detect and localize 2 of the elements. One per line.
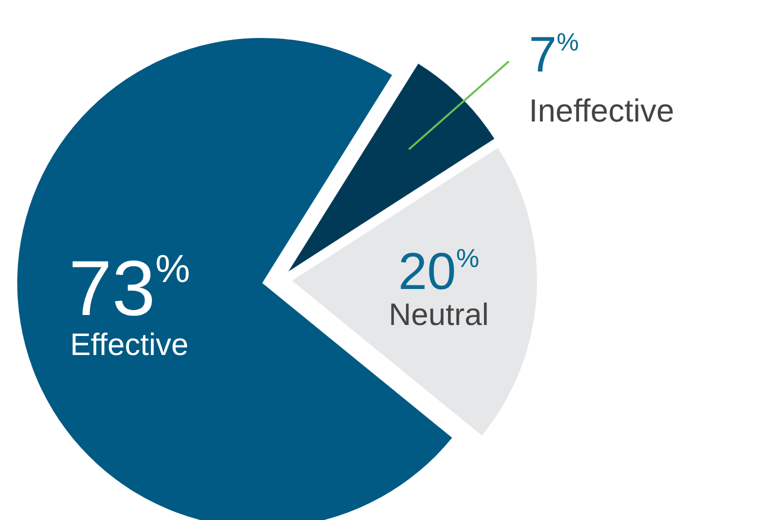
slice-label: Ineffective	[528, 92, 674, 128]
data-label: 7$^{%}$	[528, 26, 579, 82]
